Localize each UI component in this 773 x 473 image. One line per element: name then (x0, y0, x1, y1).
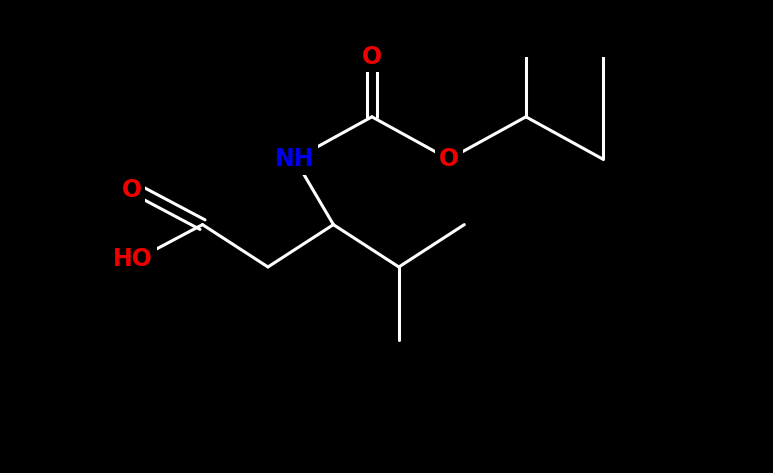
Text: O: O (362, 45, 382, 69)
Text: NH: NH (275, 147, 315, 171)
Text: HO: HO (114, 247, 153, 272)
Text: O: O (121, 178, 141, 202)
Text: O: O (439, 147, 459, 171)
